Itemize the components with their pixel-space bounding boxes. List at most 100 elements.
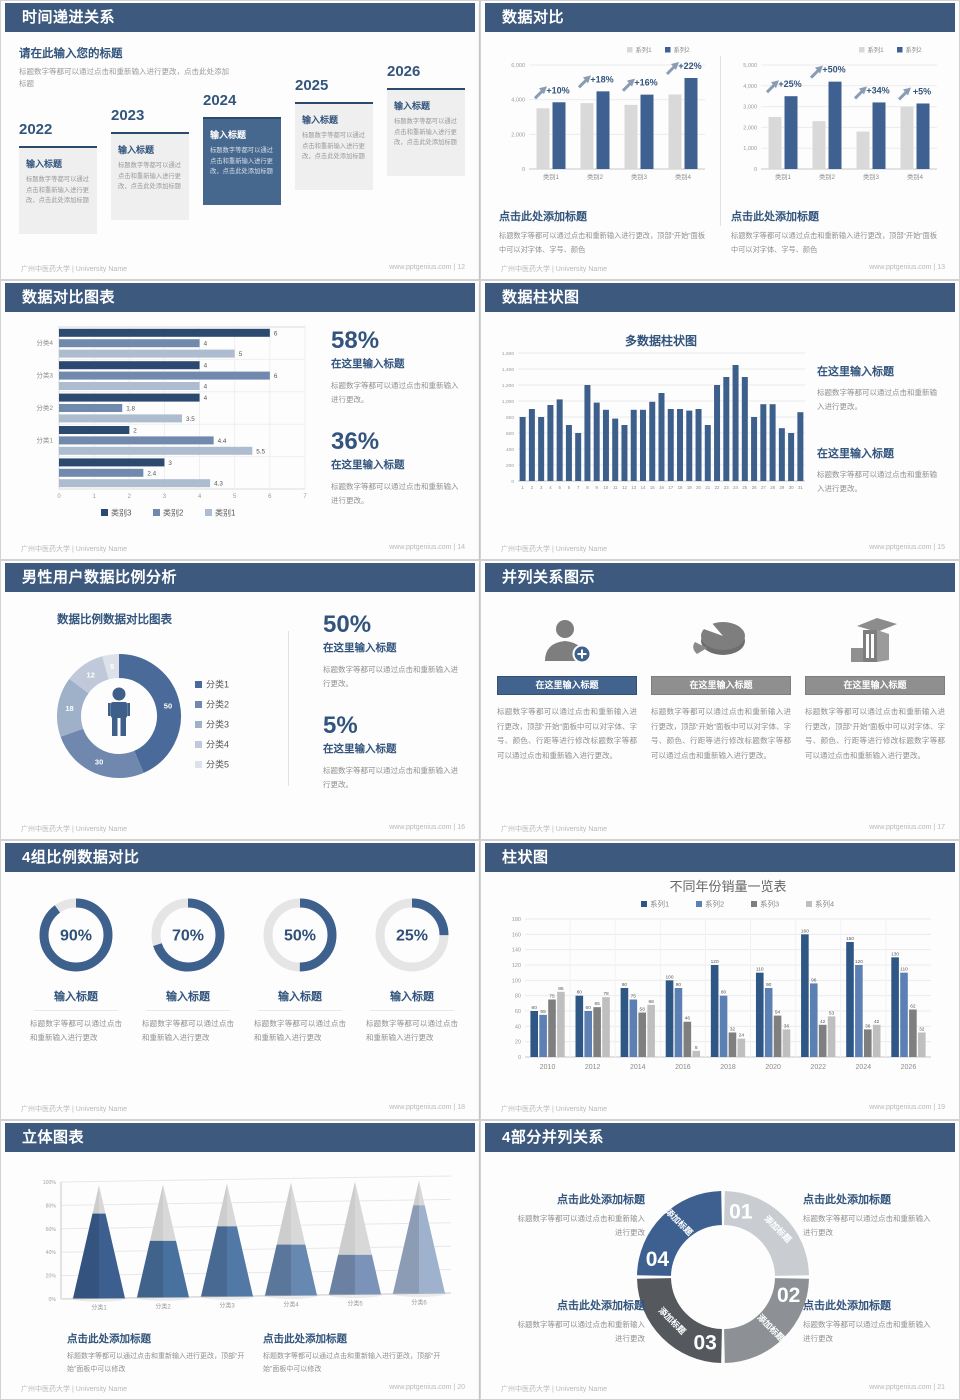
svg-text:180: 180	[512, 917, 521, 923]
slide-footer: 广州中医药大学 | University Name www.pptgenius.…	[501, 544, 945, 554]
stat-title: 在这里输入标题	[323, 742, 397, 755]
caption-body: 标题数字等都可以通过点击和重新输入进行更改，顶部“开始”面板中可以对字体、字号、…	[731, 231, 938, 254]
ring-text-bottom-left: 点击此处添加标题 标题数字等都可以通过点击和重新输入进行更改	[515, 1297, 646, 1345]
svg-text:600: 600	[506, 431, 514, 437]
gauge-title: 输入标题	[54, 991, 98, 1003]
growth-bar-chart-left: 0 2,000 4,000 6,000 类别1 +10% 类别2 +18% 类别3 +16% 类别4…	[499, 41, 711, 198]
footer-site-page: www.pptgenius.com | 12	[389, 264, 465, 271]
slide-title-bar: 4部分并列关系	[485, 1123, 955, 1152]
svg-text:分类1: 分类1	[36, 435, 53, 444]
svg-text:类别1: 类别1	[215, 508, 236, 518]
svg-text:分类2: 分类2	[36, 403, 53, 412]
svg-text:150: 150	[846, 936, 854, 942]
svg-text:3: 3	[163, 494, 167, 500]
growth-bar-chart-right: 0 1,000 2,000 3,000 4,000 5,000 类别1 +25% 类别2 +50%…	[731, 41, 943, 198]
footer-site-page: www.pptgenius.com | 19	[869, 1104, 945, 1111]
svg-text:120: 120	[855, 959, 863, 965]
stat-title: 在这里输入标题	[331, 458, 405, 471]
svg-text:+16%: +16%	[634, 78, 657, 88]
svg-text:17: 17	[668, 485, 673, 490]
svg-text:5: 5	[239, 351, 243, 358]
svg-text:0: 0	[522, 167, 525, 173]
divider	[146, 1010, 230, 1011]
svg-text:40: 40	[515, 1024, 521, 1030]
svg-text:80: 80	[721, 990, 727, 996]
card-body: 标题数字等都可以通过点击和重新输入进行更改，顶部“开始”面板中可以对字体、字号、…	[497, 707, 637, 760]
svg-text:分类1: 分类1	[91, 1303, 107, 1311]
svg-text:100: 100	[512, 978, 521, 984]
svg-text:36: 36	[865, 1023, 871, 1029]
svg-text:+34%: +34%	[866, 85, 889, 95]
svg-text:3,000: 3,000	[743, 105, 757, 111]
gauge-body: 标题数字等都可以通过点击和重新输入进行更改	[30, 1019, 122, 1043]
progress-ring-25: 25%	[364, 893, 460, 982]
caption-title: 点击此处添加标题	[263, 1333, 347, 1345]
slide-title-bar: 柱状图	[485, 843, 955, 872]
svg-text:+5%: +5%	[913, 86, 931, 96]
footer-site-page: www.pptgenius.com | 14	[389, 544, 465, 551]
svg-text:9: 9	[595, 485, 598, 490]
svg-text:80: 80	[515, 994, 521, 1000]
svg-text:4,000: 4,000	[743, 84, 757, 90]
card-body: 标题数字等都可以通过点击和重新输入进行更改，顶部“开始”面板中可以对字体、字号、…	[651, 707, 791, 760]
footer-site-page: www.pptgenius.com | 16	[389, 824, 465, 831]
svg-text:32: 32	[919, 1026, 925, 1032]
ring-text-top-left: 点击此处添加标题 标题数字等都可以通过点击和重新输入进行更改	[515, 1191, 646, 1239]
svg-text:分类2: 分类2	[155, 1302, 171, 1310]
svg-text:5.5: 5.5	[256, 448, 265, 455]
intro-block: 请在此输入您的标题 标题数字等都可以通过点击和重新输入进行更改，点击此处添加标题	[19, 45, 229, 90]
svg-text:0: 0	[57, 494, 61, 500]
footer-university: 广州中医药大学 | University Name	[21, 546, 128, 553]
svg-text:系列3: 系列3	[760, 899, 779, 909]
svg-text:+22%: +22%	[678, 61, 701, 71]
slide-footer: 广州中医药大学 | University Name www.pptgenius.…	[21, 264, 465, 274]
svg-text:0: 0	[518, 1055, 521, 1061]
svg-text:分类5: 分类5	[347, 1299, 363, 1307]
svg-text:110: 110	[756, 967, 764, 973]
slide-12-time-progression: 时间递进关系 请在此输入您的标题 标题数字等都可以通过点击和重新输入进行更改，点…	[0, 0, 480, 280]
svg-text:5,000: 5,000	[743, 63, 757, 69]
svg-text:6: 6	[268, 494, 272, 500]
svg-text:30: 30	[789, 485, 794, 490]
svg-text:7: 7	[577, 485, 580, 490]
slide-title: 柱状图	[502, 849, 549, 866]
svg-text:2010: 2010	[540, 1064, 556, 1071]
stat-body: 标题数字等都可以通过点击和重新输入进行更改。	[331, 481, 459, 505]
slide-footer: 广州中医药大学 | University Name www.pptgenius.…	[501, 824, 945, 834]
svg-text:10: 10	[604, 485, 609, 490]
svg-text:+50%: +50%	[822, 65, 845, 75]
caption-title: 点击此处添加标题	[557, 1194, 645, 1206]
svg-text:27: 27	[761, 485, 766, 490]
footer-university: 广州中医药大学 | University Name	[21, 1386, 128, 1393]
footer-university: 广州中医药大学 | University Name	[501, 1386, 608, 1393]
year-label: 2024	[203, 92, 237, 109]
svg-text:75: 75	[549, 994, 555, 1000]
svg-text:29: 29	[779, 485, 784, 490]
svg-text:类别4: 类别4	[675, 172, 692, 181]
item-body: 标题数字等都可以通过点击和重新输入进行更改，点击此处添加标题	[394, 118, 457, 147]
timeline-item-2022: 2022 输入标题 标题数字等都可以通过点击和重新输入进行更改，点击此处添加标题	[19, 121, 97, 234]
slide-title: 数据对比	[502, 9, 565, 26]
slide-20-cone-chart: 立体图表 0% 20% 40% 60% 80% 100% 分类1 分类2 分类3 分类4 分类5 分类…	[0, 1120, 480, 1400]
svg-text:1: 1	[521, 485, 524, 490]
card-3: 在这里输入标题 标题数字等都可以通过点击和重新输入进行更改，顶部“开始”面板中可…	[805, 606, 945, 764]
svg-text:0: 0	[511, 479, 514, 485]
ring-text-top-right: 点击此处添加标题 标题数字等都可以通过点击和重新输入进行更改	[803, 1191, 933, 1239]
item-body: 标题数字等都可以通过点击和重新输入进行更改，点击此处添加标题	[210, 147, 273, 176]
stat-block: 5% 在这里输入标题 标题数字等都可以通过点击和重新输入进行更改。	[323, 713, 463, 793]
svg-text:50%: 50%	[284, 928, 316, 945]
caption-title: 点击此处添加标题	[499, 211, 587, 223]
text-block: 在这里输入标题 标题数字等都可以通过点击和重新输入进行更改。	[817, 445, 939, 497]
gauge-title: 输入标题	[166, 991, 210, 1003]
svg-text:6: 6	[274, 373, 278, 380]
year-label: 2025	[295, 77, 329, 94]
svg-text:系列2: 系列2	[674, 45, 691, 54]
multi-column-chart: 0 200 400 600 800 1,000 1,200 1,400 1,600 1 2 3 4 5 6 7…	[491, 333, 811, 516]
cone-3d-chart: 0% 20% 40% 60% 80% 100% 分类1 分类2 分类3 分类4 分类5 分类6	[15, 1159, 460, 1334]
svg-text:20%: 20%	[46, 1274, 57, 1280]
divider	[370, 1010, 454, 1011]
stat-block: 36% 在这里输入标题 标题数字等都可以通过点击和重新输入进行更改。	[331, 429, 463, 509]
text-column: 在这里输入标题 标题数字等都可以通过点击和重新输入进行更改。 在这里输入标题 标…	[817, 363, 939, 496]
svg-text:50: 50	[164, 701, 172, 710]
svg-text:1,000: 1,000	[502, 399, 514, 405]
